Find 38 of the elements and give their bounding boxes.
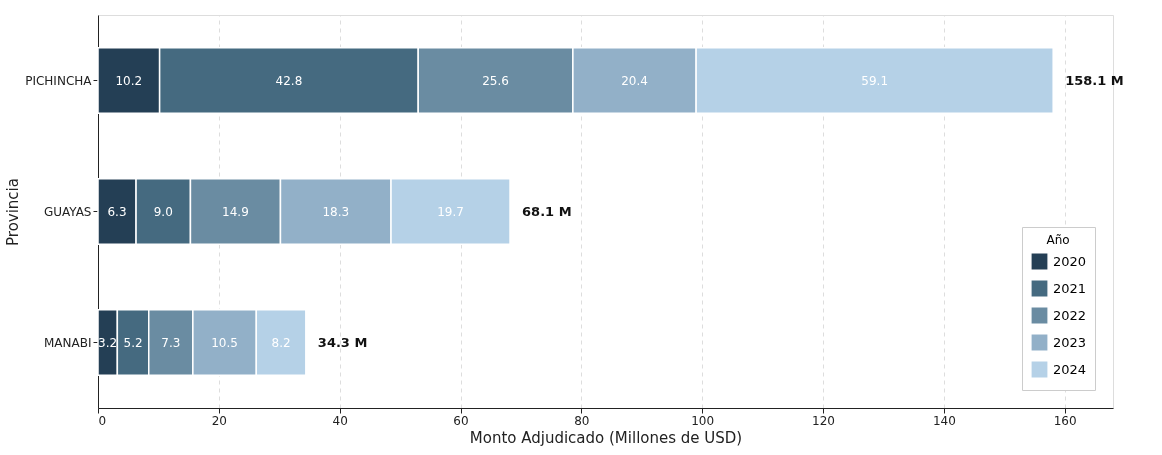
y-axis-title: Provincia	[4, 178, 23, 246]
x-tick-label: 60	[453, 413, 469, 428]
x-tick-label: 140	[932, 413, 956, 428]
total-label: 158.1 M	[1065, 72, 1124, 88]
legend-label: 2024	[1053, 361, 1087, 377]
y-tick-label: GUAYAS	[43, 204, 92, 219]
x-tick-label: 40	[332, 413, 348, 428]
y-tick-label: PICHINCHA	[25, 73, 93, 88]
text: 10.5	[211, 335, 238, 350]
total-label: 68.1 M	[522, 203, 572, 219]
text: 20.4	[621, 73, 648, 88]
text: 14.9	[222, 204, 249, 219]
x-tick-label: 100	[691, 413, 715, 428]
y-tick-label: MANABI	[43, 335, 92, 350]
text: 3.2	[98, 335, 118, 350]
text: 9.0	[153, 204, 173, 219]
text: 8.2	[271, 335, 291, 350]
x-tick-label: 120	[812, 413, 835, 428]
text: 10.2	[115, 73, 143, 88]
total-label: 34.3 M	[317, 334, 368, 350]
text: 25.6	[482, 73, 509, 88]
text: 6.3	[107, 204, 127, 219]
x-tick-label: 80	[574, 413, 590, 428]
x-tick-label: 20	[211, 413, 227, 428]
legend-label: 2023	[1053, 334, 1087, 350]
legend-label: 2021	[1053, 280, 1087, 296]
legend-label: 2022	[1053, 307, 1087, 323]
text: 18.3	[322, 204, 350, 219]
legend-label: 2020	[1053, 253, 1087, 269]
text: 42.8	[275, 73, 303, 88]
text: 7.3	[161, 335, 181, 350]
text: 59.1	[861, 73, 889, 88]
x-tick-label: 160	[1053, 413, 1077, 428]
text: 19.7	[437, 204, 464, 219]
x-axis-title: Monto Adjudicado (Millones de USD)	[469, 428, 743, 447]
text: 5.2	[123, 335, 143, 350]
x-tick-label: 0	[98, 413, 107, 428]
legend-title: Año	[1046, 233, 1070, 247]
